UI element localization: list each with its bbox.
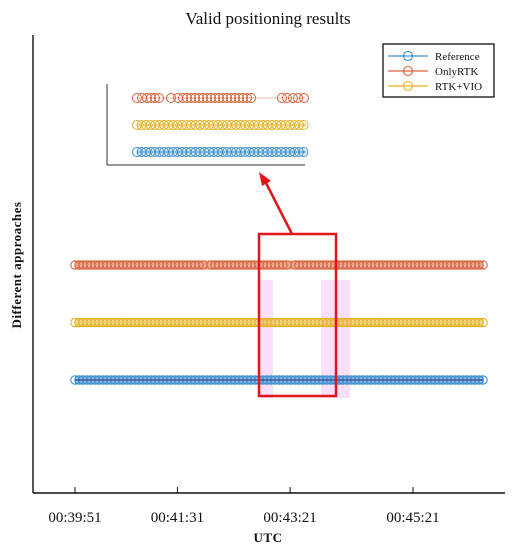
legend-item-onlyrtk: OnlyRTK: [388, 65, 478, 78]
data-point: [194, 260, 204, 270]
inset-point: [298, 147, 309, 157]
inset-point: [206, 93, 216, 103]
legend-marker: [402, 65, 414, 77]
inset-point: [202, 93, 212, 103]
legend-label: RTK+VIO: [435, 81, 482, 93]
inset-point: [226, 93, 236, 103]
legend-label: OnlyRTK: [435, 66, 478, 78]
inset-point: [210, 93, 220, 103]
y-axis-label: Different approaches: [9, 202, 24, 329]
x-tick-group: 00:39:51 00:41:31 00:43:21 00:45:21: [48, 487, 440, 526]
inset-point: [154, 93, 164, 103]
inset-point: [288, 93, 298, 103]
series-reference: [70, 375, 488, 385]
inset-point: [277, 93, 287, 103]
legend-box: [382, 43, 495, 98]
inset-point: [293, 93, 303, 103]
highlight-box: [257, 232, 338, 398]
inset-point: [294, 120, 304, 130]
legend-item-rtk-vio: RTK+VIO: [388, 80, 482, 93]
inset-point: [218, 93, 228, 103]
legend: Reference OnlyRTK RTK+VIO: [382, 43, 495, 98]
inset-point: [299, 93, 309, 103]
inset-point: [150, 93, 160, 103]
inset-point: [146, 93, 156, 103]
data-point: [478, 260, 488, 270]
inset-point: [222, 93, 232, 103]
inset-point: [132, 93, 142, 103]
highlight-annotation: [257, 172, 338, 398]
inset-point: [242, 93, 252, 103]
inset-panel: [106, 84, 309, 166]
inset-reference: [132, 147, 309, 157]
axes: [32, 35, 505, 494]
series-onlyrtk: [70, 260, 488, 270]
inset-point: [246, 93, 256, 103]
inset-point: [238, 93, 248, 103]
inset-point: [194, 93, 204, 103]
inset-onlyrtk: [132, 93, 309, 103]
inset-point: [166, 93, 176, 103]
inset-point: [178, 93, 188, 103]
x-tick-label: 00:43:21: [263, 510, 316, 526]
x-tick-label: 00:39:51: [48, 510, 101, 526]
legend-marker: [402, 50, 414, 62]
inset-series-group: [132, 93, 309, 157]
inset-point: [190, 93, 200, 103]
highlight-arrowhead: [259, 172, 271, 186]
inset-point: [186, 93, 196, 103]
inset-point: [214, 93, 224, 103]
highlight-band: [258, 280, 273, 398]
highlight-arrow: [263, 180, 294, 235]
inset-point: [142, 93, 152, 103]
inset-point: [182, 93, 192, 103]
legend-marker: [402, 80, 414, 92]
x-tick-label: 00:41:31: [151, 510, 204, 526]
inset-point: [230, 93, 240, 103]
series-group: [70, 260, 488, 385]
legend-item-reference: Reference: [388, 50, 480, 63]
inset-point: [294, 147, 304, 157]
data-point: [474, 317, 484, 328]
x-axis-label: UTC: [254, 530, 283, 545]
x-tick-label: 00:45:21: [386, 510, 439, 526]
inset-point: [282, 93, 292, 103]
data-point: [478, 317, 488, 328]
data-point: [278, 260, 288, 270]
inset-point: [234, 93, 244, 103]
data-point: [474, 260, 484, 270]
inset-point: [198, 93, 208, 103]
chart-title: Valid positioning results: [185, 9, 350, 28]
legend-label: Reference: [435, 51, 480, 63]
inset-point: [298, 120, 309, 130]
series-rtk-vio: [70, 317, 488, 328]
inset-rtk-vio: [132, 120, 309, 130]
